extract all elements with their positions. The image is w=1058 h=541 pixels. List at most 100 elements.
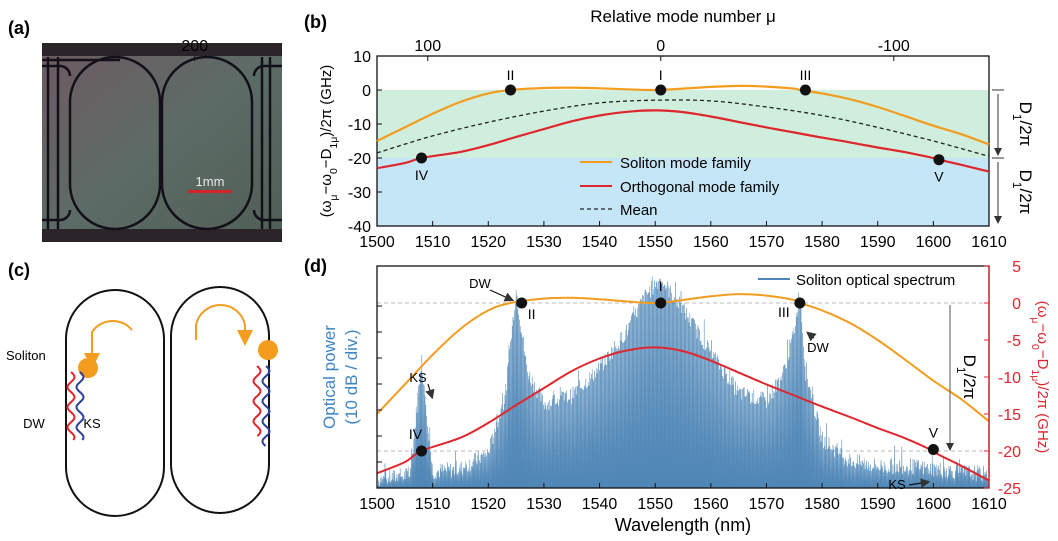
marker-label-d: V: [929, 425, 939, 441]
left-axis-title-d: (10 dB / div.): [342, 329, 361, 424]
x-tick-label-d: 1520: [470, 496, 506, 513]
x-tick-label-d: 1560: [693, 496, 729, 513]
top-tick-label-b: 200: [181, 38, 208, 55]
top-tick-label-b: 0: [656, 38, 665, 55]
x-tick-label-b: 1590: [860, 234, 896, 251]
x-tick-label-b: 1560: [693, 234, 729, 251]
marker-b: [799, 84, 811, 96]
band-label-b: D1/2π: [1010, 102, 1035, 147]
band-label-d: D1/2π: [954, 355, 979, 400]
annotation-d: KS: [409, 370, 427, 385]
x-tick-label-d: 1590: [860, 496, 896, 513]
right-tick-label-d: 0: [1012, 296, 1021, 313]
scale-bar-label: 1mm: [196, 174, 225, 189]
soliton-label: Soliton: [6, 348, 46, 363]
annotation-arrow-d: [908, 478, 931, 488]
right-tick-label-d: -20: [998, 444, 1021, 461]
series-line-d-0: [376, 293, 990, 423]
resonator-schematic: Soliton DW KS: [6, 286, 278, 517]
marker-label-b: III: [800, 67, 812, 83]
dw-label: DW: [23, 416, 45, 431]
soliton-dot-right: [258, 340, 278, 360]
marker-d: [655, 297, 667, 309]
annotation-d: DW: [469, 276, 491, 291]
x-tick-label-b: 1500: [359, 234, 395, 251]
series-line-b-1: [376, 109, 990, 173]
annotation-d: KS: [888, 477, 906, 492]
top-tick-label-b: -100: [878, 38, 910, 55]
blue-band: [377, 158, 989, 226]
y-tick-label-b: 10: [353, 49, 371, 66]
x-tick-label-d: 1540: [582, 496, 618, 513]
dw-wave-right: [261, 365, 271, 447]
marker-label-b: V: [934, 169, 944, 185]
x-tick-label-b: 1510: [415, 234, 451, 251]
panel-c-label: (c): [8, 260, 30, 280]
marker-d: [927, 444, 939, 456]
ks-wave-right: [252, 365, 262, 437]
legend-label-b: Soliton mode family: [620, 155, 751, 172]
marker-label-b: I: [659, 67, 663, 83]
right-tick-label-d: 5: [1012, 259, 1021, 276]
marker-label-d: IV: [409, 426, 423, 442]
y-axis-title-b: (ωμ−ω0−D1μ)/2π (GHz): [318, 65, 340, 218]
chip-photo: 1mm: [42, 43, 282, 242]
x-tick-label-b: 1530: [526, 234, 562, 251]
x-tick-label-d: 1510: [415, 496, 451, 513]
marker-d: [794, 297, 806, 309]
x-tick-label-d: 1610: [971, 496, 1007, 513]
series-line-d-1: [376, 346, 990, 482]
marker-label-b: IV: [415, 167, 429, 183]
left-axis-title-d: Optical power: [320, 325, 339, 429]
x-tick-label-b: 1570: [749, 234, 785, 251]
x-tick-label-b: 1580: [804, 234, 840, 251]
top-axis-title-b: Relative mode number μ: [590, 7, 776, 26]
x-tick-label-d: 1500: [359, 496, 395, 513]
x-tick-label-b: 1550: [637, 234, 673, 251]
right-tick-label-d: -15: [998, 407, 1021, 424]
marker-d: [516, 297, 528, 309]
x-tick-label-d: 1580: [804, 496, 840, 513]
scale-bar: [188, 190, 232, 193]
marker-label-d: III: [778, 304, 790, 320]
legend-label-b: Orthogonal mode family: [620, 179, 780, 196]
ks-label: KS: [83, 416, 101, 431]
right-tick-label-d: -5: [1007, 333, 1021, 350]
marker-label-d: II: [528, 306, 536, 322]
band-label-b: D1/2π: [1010, 170, 1035, 215]
right-tick-label-d: -10: [998, 370, 1021, 387]
annotation-arrow-d: [806, 331, 817, 342]
y-tick-label-b: 0: [362, 83, 371, 100]
dw-wave-left: [75, 371, 85, 441]
x-axis-title-d: Wavelength (nm): [615, 515, 751, 535]
y-tick-label-b: -40: [348, 219, 371, 236]
x-tick-label-b: 1610: [971, 234, 1007, 251]
marker-b: [655, 84, 667, 96]
annotation-arrow-d: [425, 383, 435, 400]
marker-b: [416, 152, 428, 164]
x-tick-label-b: 1540: [582, 234, 618, 251]
marker-label-b: II: [507, 67, 515, 83]
annotation-d: DW: [807, 340, 829, 355]
annotation-arrow-d: [489, 289, 515, 302]
x-tick-label-d: 1600: [916, 496, 952, 513]
x-tick-label-d: 1550: [637, 496, 673, 513]
top-tick-label-b: 100: [414, 38, 441, 55]
series-line-b-0: [376, 84, 990, 146]
marker-label-d: I: [659, 278, 663, 294]
legend-label-b: Mean: [620, 202, 658, 219]
series-line-b-2: [376, 99, 990, 157]
right-axis-title-d: (ωμ−ω0−D1μ)/2π (GHz): [1029, 301, 1051, 454]
y-tick-label-b: -20: [348, 151, 371, 168]
x-tick-label-b: 1600: [916, 234, 952, 251]
legend-label-d: Soliton optical spectrum: [796, 272, 955, 289]
spectrum-d: [376, 276, 990, 489]
soliton-dot-left: [78, 358, 98, 378]
x-tick-label-b: 1520: [470, 234, 506, 251]
panel-b-label: (b): [304, 12, 327, 32]
marker-b: [505, 84, 517, 96]
panel-d-label: (d): [304, 256, 327, 276]
right-tick-label-d: -25: [998, 481, 1021, 498]
